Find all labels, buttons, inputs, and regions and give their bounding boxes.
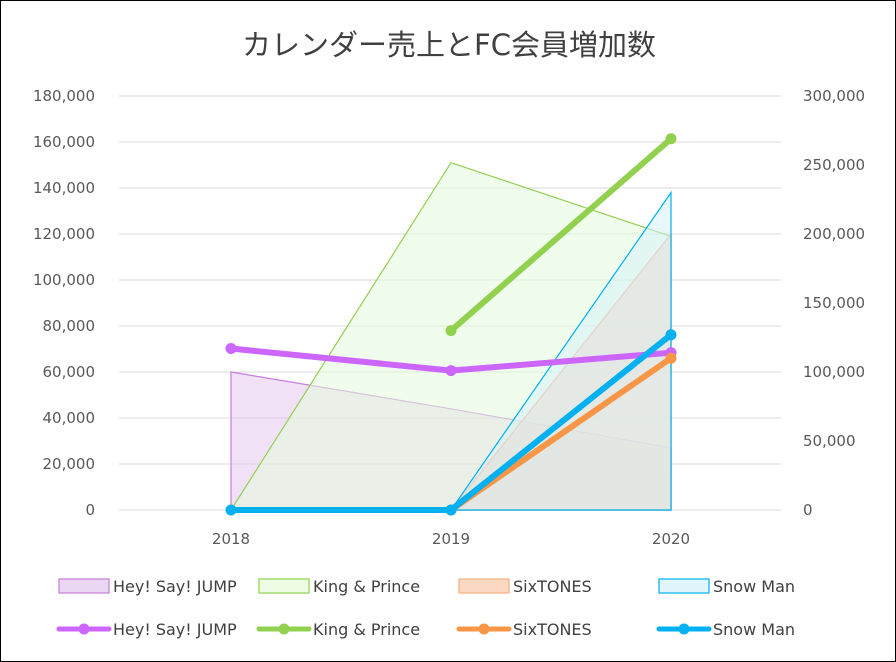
y-left-tick-label: 60,000 [43,363,96,381]
y-left-tick-label: 20,000 [43,455,96,473]
legend-area-swatch-sixtones[interactable] [458,578,510,594]
legend-line-label-snow-man[interactable]: Snow Man [713,620,795,639]
x-tick-label: 2018 [212,530,250,548]
y-right-tick-label: 50,000 [803,432,856,450]
line-king-prince [448,135,674,334]
y-right-tick-label: 0 [803,501,813,519]
y-right-tick-label: 300,000 [803,87,865,105]
legend-area-label-snow-man[interactable]: Snow Man [713,577,795,596]
point-snow-man [225,504,237,516]
point-hey-say-jump [225,343,237,355]
legend-area-label-hey-say-jump[interactable]: Hey! Say! JUMP [113,577,237,596]
axis-labels: 0 20,000 40,000 60,000 80,000 100,000 120,000 1… [33,87,865,548]
legend-area-label-king-prince[interactable]: King & Prince [313,577,420,596]
legend-line-label-sixtones[interactable]: SixTONES [513,620,592,639]
legend[interactable]: Hey! Say! JUMP King & Prince SixTONES Snow … [56,577,795,639]
legend-line-label-hey-say-jump[interactable]: Hey! Say! JUMP [113,620,237,639]
point-king-prince [445,325,457,337]
y-right-tick-label: 200,000 [803,225,865,243]
y-right-tick-label: 150,000 [803,294,865,312]
chart-title: カレンダー売上とFC会員増加数 [242,28,656,62]
legend-area-label-sixtones[interactable]: SixTONES [513,577,592,596]
legend-area-swatch-snow-man[interactable] [658,578,710,594]
y-right-tick-label: 100,000 [803,363,865,381]
legend-line-marker-hey-say-jump [78,623,90,635]
y-left-tick-label: 180,000 [33,87,95,105]
legend-line-marker-snow-man [678,623,690,635]
x-tick-label: 2019 [432,530,470,548]
line-sixtones [448,355,674,513]
legend-line-marker-sixtones [478,623,490,635]
y-left-tick-label: 100,000 [33,271,95,289]
point-snow-man [665,329,677,341]
area-series-layer [229,161,672,511]
y-left-tick-label: 120,000 [33,225,95,243]
y-left-tick-label: 80,000 [43,317,96,335]
line-series-layer [225,133,677,516]
point-sixtones [665,352,677,364]
point-king-prince [665,133,677,145]
x-tick-label: 2020 [652,530,690,548]
legend-line-marker-king-prince [278,623,290,635]
point-snow-man [445,504,457,516]
legend-area-swatch-hey-say-jump[interactable] [58,578,110,594]
y-left-tick-label: 160,000 [33,133,95,151]
legend-line-label-king-prince[interactable]: King & Prince [313,620,420,639]
y-left-tick-label: 40,000 [43,409,96,427]
legend-area-swatch-king-prince[interactable] [258,578,310,594]
y-right-tick-label: 250,000 [803,156,865,174]
y-left-tick-label: 0 [85,501,95,519]
point-hey-say-jump [445,365,457,377]
y-left-tick-label: 140,000 [33,179,95,197]
